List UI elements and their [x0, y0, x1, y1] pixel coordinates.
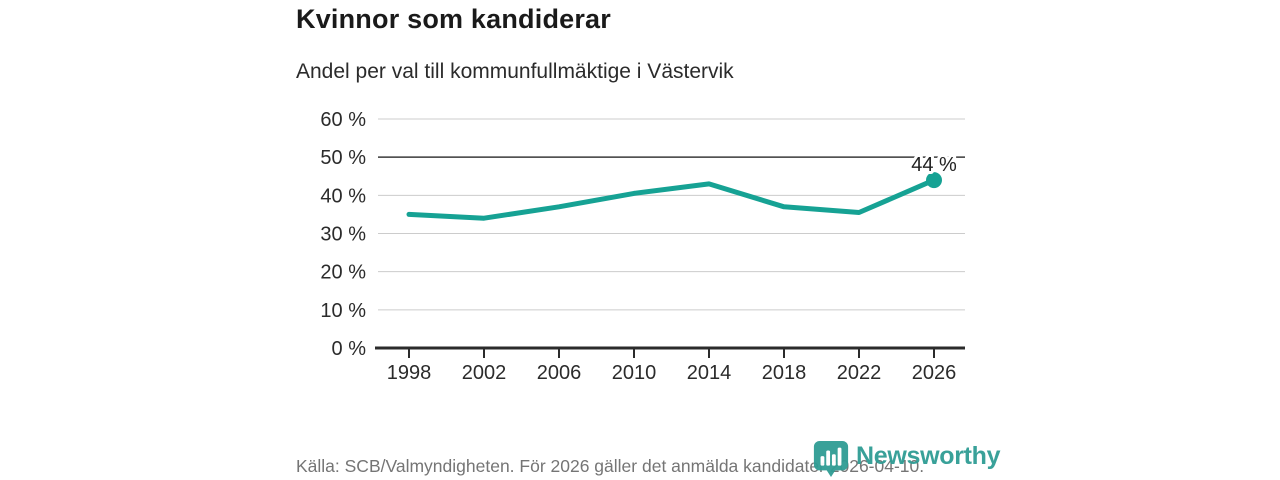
- newsworthy-barchart-pin-icon: [813, 440, 849, 478]
- chart-subtitle: Andel per val till kommunfullmäktige i V…: [296, 60, 734, 83]
- svg-text:2022: 2022: [837, 362, 882, 384]
- newsworthy-logo: Newsworthy: [812, 440, 1001, 478]
- y-axis-labels: 0 % 10 % 20 % 30 % 40 % 50 % 60 %: [320, 109, 366, 360]
- svg-text:2010: 2010: [612, 362, 657, 384]
- svg-text:2006: 2006: [537, 362, 582, 384]
- last-point-label: 44 %: [911, 154, 957, 176]
- last-point-marker: [926, 172, 942, 189]
- svg-text:1998: 1998: [387, 362, 432, 384]
- svg-text:2018: 2018: [762, 362, 807, 384]
- svg-text:0 %: 0 %: [332, 338, 367, 360]
- chart-title: Kvinnor som kandiderar: [296, 4, 611, 34]
- svg-text:2014: 2014: [687, 362, 732, 384]
- newsworthy-wordmark: Newsworthy: [856, 442, 1001, 470]
- svg-text:20 %: 20 %: [320, 262, 366, 284]
- x-axis-ticks: [408, 349, 935, 358]
- svg-text:40 %: 40 %: [320, 185, 366, 207]
- svg-text:30 %: 30 %: [320, 224, 366, 246]
- svg-text:2002: 2002: [462, 362, 507, 384]
- x-axis-labels: 1998 2002 2006 2010 2014 2018 2022 2026: [387, 362, 957, 384]
- svg-text:2026: 2026: [912, 362, 957, 384]
- source-note: Källa: SCB/Valmyndigheten. För 2026 gäll…: [296, 456, 925, 476]
- svg-text:10 %: 10 %: [320, 300, 366, 322]
- gridlines: [375, 118, 965, 350]
- svg-text:50 %: 50 %: [320, 147, 366, 169]
- svg-text:60 %: 60 %: [320, 109, 366, 131]
- data-line: [406, 177, 937, 221]
- line-chart: 0 % 10 % 20 % 30 % 40 % 50 % 60 % 1998 2002 2006…: [320, 109, 965, 384]
